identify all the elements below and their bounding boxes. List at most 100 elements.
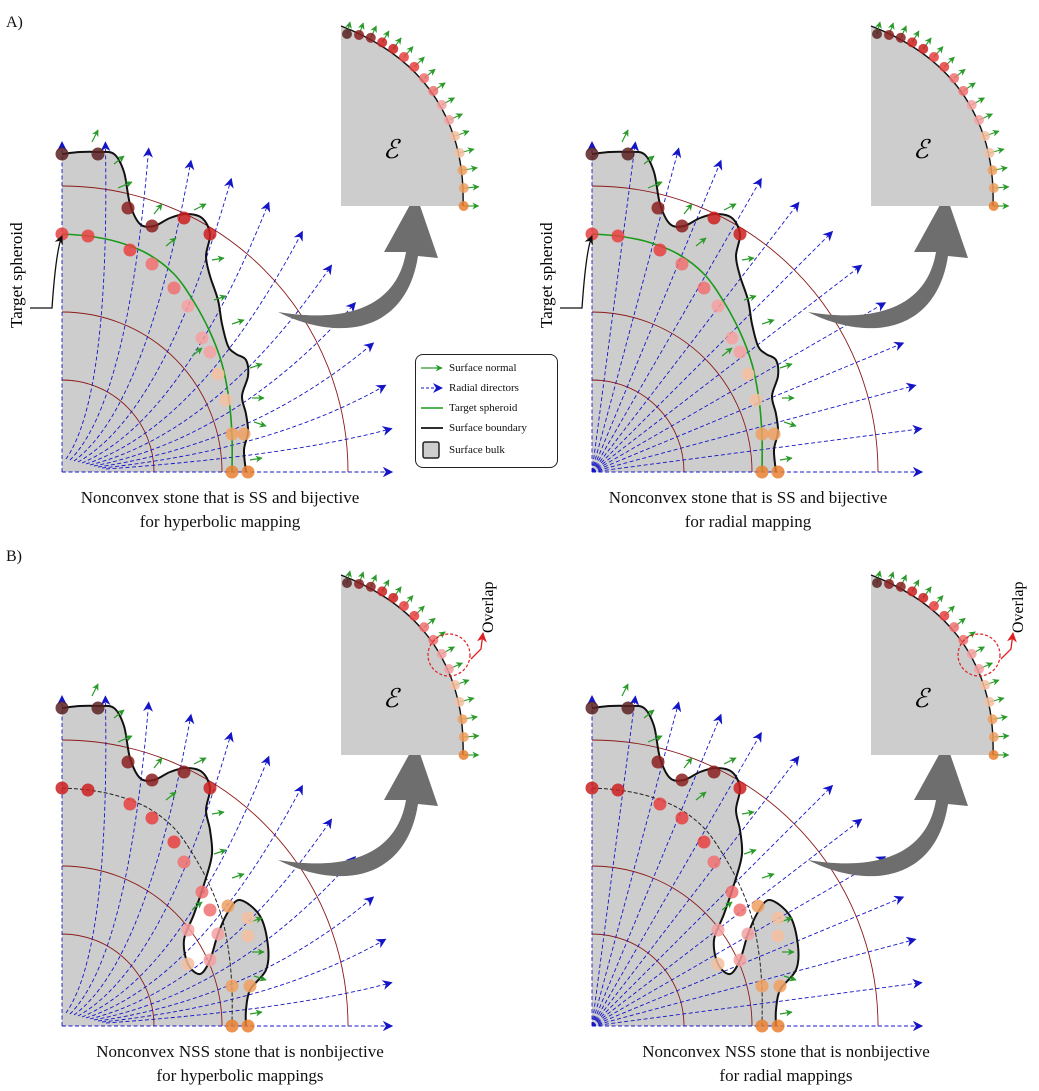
legend-item-surface-boundary: Surface boundary	[420, 419, 527, 437]
surface-normal-arrow	[683, 203, 693, 215]
surface-normal-arrow	[249, 455, 263, 463]
sample-marker	[443, 664, 454, 674]
sample-marker	[177, 211, 191, 225]
overlap-label: Overlap	[480, 581, 497, 633]
sample-marker	[725, 885, 739, 899]
sample-marker	[241, 1019, 255, 1033]
caption-line-2: for radial mappings	[719, 1066, 853, 1085]
sample-marker	[449, 680, 460, 691]
sample-marker	[241, 465, 255, 479]
surface-normal-arrow	[193, 203, 207, 211]
sample-marker	[55, 701, 69, 715]
surface-normal-arrow	[213, 848, 227, 856]
mapping-arrow	[278, 194, 438, 329]
sample-marker	[419, 73, 430, 84]
radial-director	[97, 896, 375, 1022]
sample-marker	[958, 634, 969, 645]
sample-marker	[621, 147, 635, 161]
legend-label: Surface boundary	[449, 422, 527, 434]
sample-marker	[966, 99, 977, 110]
sample-marker	[611, 229, 625, 243]
surface-normal-arrow	[741, 255, 755, 263]
sample-marker	[181, 299, 195, 313]
sample-marker	[755, 427, 769, 441]
surface-normal-arrow	[647, 735, 663, 743]
sample-marker	[211, 927, 225, 941]
sample-marker	[342, 578, 352, 588]
sample-marker	[409, 610, 420, 621]
radial-director	[591, 201, 800, 473]
gray-square-icon	[422, 441, 440, 459]
sample-marker	[203, 781, 217, 795]
sample-marker	[771, 911, 785, 925]
panel-b-left: ℰ Overlap	[55, 570, 497, 1033]
panel-label-b: B)	[6, 548, 22, 565]
surface-normal-arrow	[213, 294, 227, 302]
radial-director	[591, 230, 834, 473]
sample-marker	[55, 781, 69, 795]
surface-normal-arrow	[191, 901, 203, 911]
surface-normal-arrow	[91, 129, 99, 143]
sample-marker	[653, 243, 667, 257]
surface-normal-arrow	[721, 901, 733, 911]
sample-marker	[767, 427, 781, 441]
target-spheroid-label: Target spheroid	[7, 222, 26, 328]
sample-marker	[365, 32, 376, 43]
radial-director	[591, 731, 762, 1027]
sample-marker	[211, 367, 225, 381]
radial-director	[591, 159, 723, 473]
target-spheroid	[61, 233, 234, 473]
caption-line-1: Nonconvex NSS stone that is nonbijective	[642, 1042, 930, 1061]
radial-director	[591, 755, 800, 1027]
target-spheroid	[591, 233, 764, 473]
sample-marker	[651, 755, 665, 769]
surface-normal-arrow	[783, 974, 797, 982]
sample-marker	[675, 811, 689, 825]
radial-director	[591, 141, 640, 473]
sample-marker	[741, 927, 755, 941]
sample-marker	[145, 257, 159, 271]
sample-marker	[725, 331, 739, 345]
sample-marker	[225, 465, 239, 479]
surface-boundary	[61, 150, 250, 473]
sample-marker	[707, 855, 721, 869]
caption-a-right: Nonconvex stone that is SS and bijective…	[548, 486, 948, 534]
sample-marker	[585, 781, 599, 795]
sample-marker	[585, 701, 599, 715]
sample-marker	[711, 923, 725, 937]
sample-marker	[697, 281, 711, 295]
sample-marker	[771, 1019, 785, 1033]
radial-director	[89, 264, 333, 466]
sample-marker	[621, 701, 635, 715]
radial-director	[591, 147, 682, 473]
sample-marker	[342, 29, 352, 39]
surface-normal-arrow	[779, 362, 793, 370]
radial-director	[591, 177, 762, 473]
sample-marker	[907, 586, 918, 597]
surface-normal-arrow	[117, 735, 133, 743]
caption-b-left: Nonconvex NSS stone that is nonbijective…	[40, 1040, 440, 1088]
sample-marker	[988, 183, 999, 194]
caption-b-right: Nonconvex NSS stone that is nonbijective…	[586, 1040, 986, 1088]
radial-director	[591, 341, 905, 473]
sample-marker	[675, 773, 689, 787]
sample-marker	[419, 622, 430, 633]
sample-marker	[237, 427, 251, 441]
overlap-circle	[427, 633, 471, 677]
surface-normal-arrow	[253, 974, 267, 982]
surface-boundary	[591, 150, 780, 473]
sample-marker	[145, 773, 159, 787]
caption-line-2: for hyperbolic mappings	[156, 1066, 324, 1085]
sample-marker	[771, 929, 785, 943]
ellipsoid-symbol: ℰ	[383, 684, 401, 714]
radial-director	[591, 818, 863, 1027]
sample-marker	[987, 165, 998, 176]
sample-marker	[398, 52, 409, 63]
sample-marker	[91, 147, 105, 161]
sample-marker	[651, 201, 665, 215]
sample-marker	[241, 929, 255, 943]
surface-normal-arrow	[779, 1009, 793, 1017]
sample-marker	[436, 648, 447, 659]
surface-normal-arrow	[643, 155, 655, 165]
sample-marker	[203, 345, 217, 359]
